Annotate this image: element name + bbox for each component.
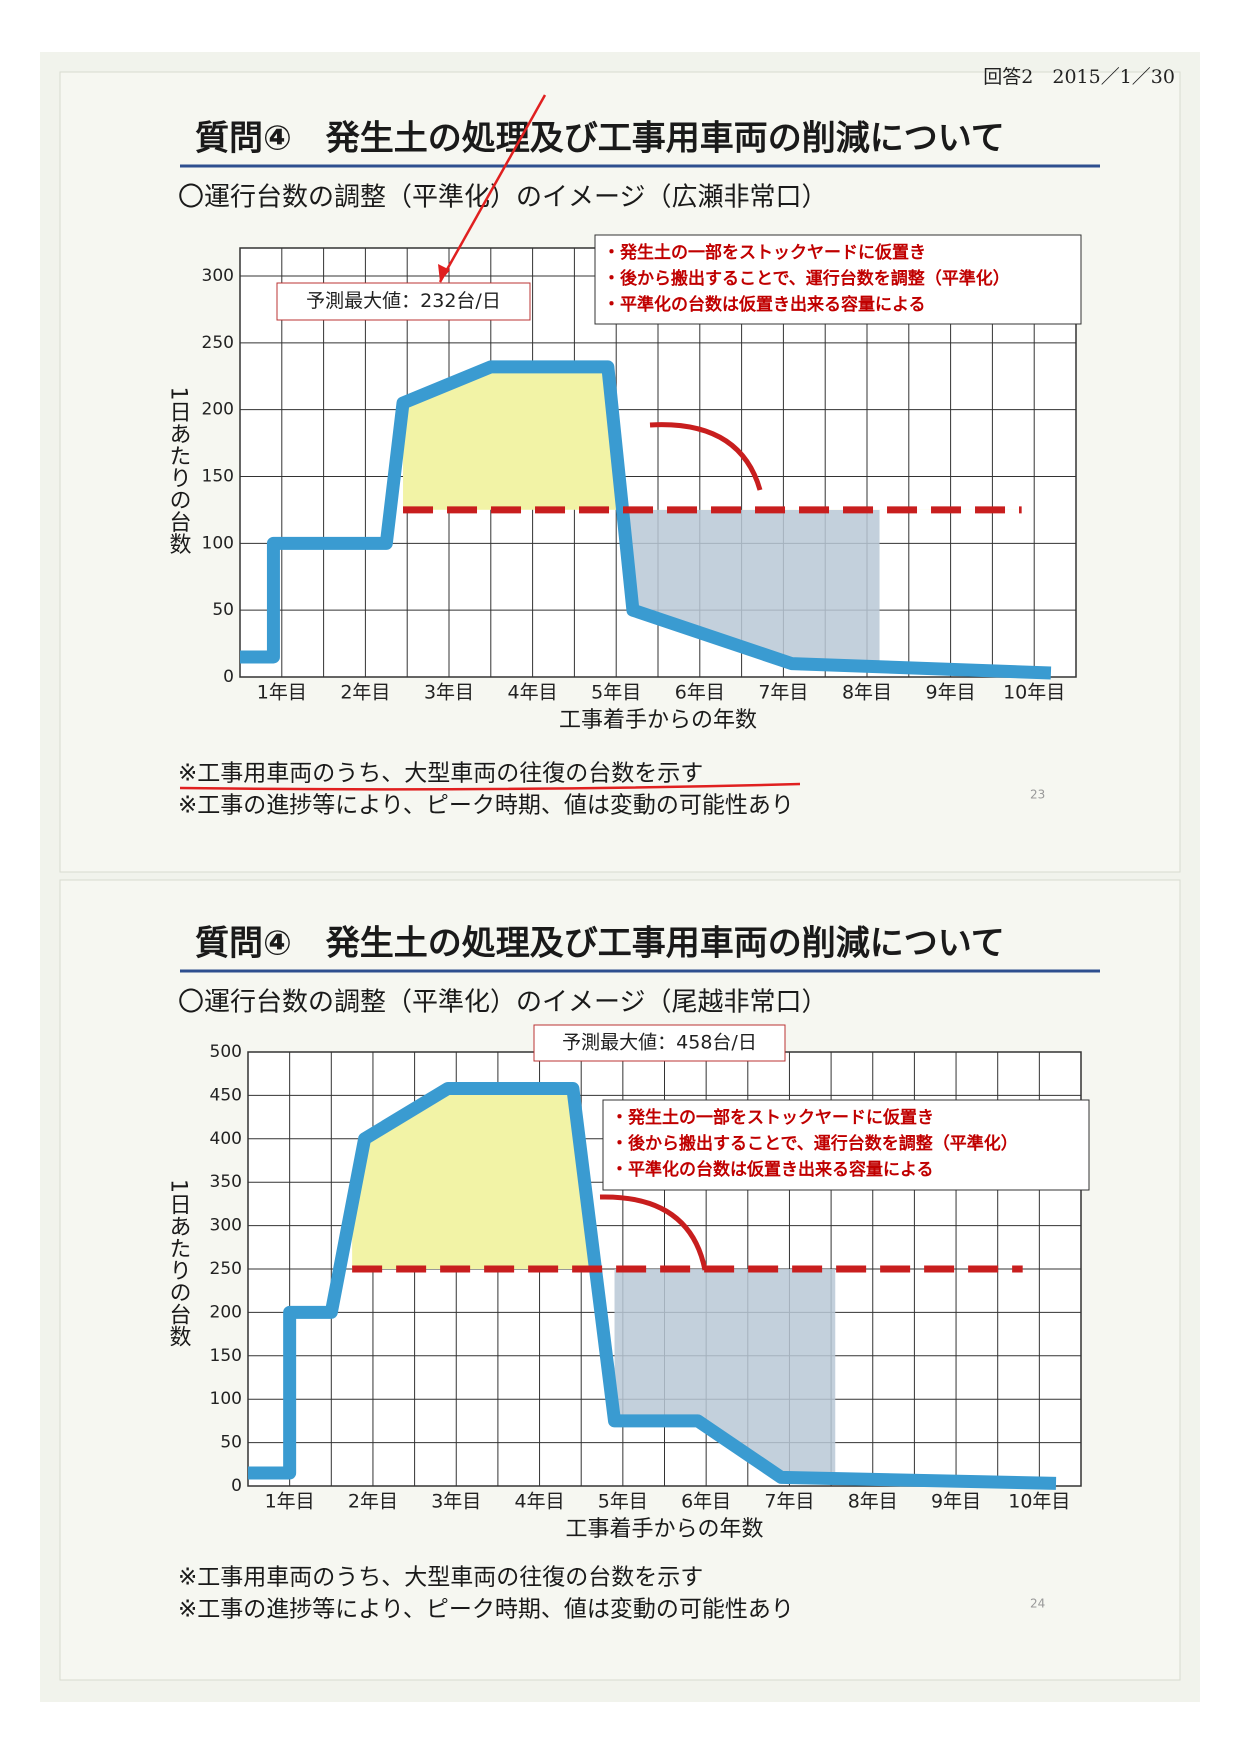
annotation-box [594,234,1082,325]
data-line [248,1081,1057,1490]
note: ※工事の進捗等により、ピーク時期、値は変動の可能性あり [178,793,794,819]
x-tick-label: 5年目 [598,1491,648,1513]
header: 回答2 2015／1／30 [983,66,1175,88]
y-axis-label: 1日あたりの台数 [166,1179,192,1347]
pen-arrow [438,94,547,283]
page-number: 23 [1030,788,1045,802]
annotation-line: ・平準化の台数は仮置き出来る容量による [611,1159,934,1180]
x-tick-label: 10年目 [1003,682,1065,704]
x-tick-label: 5年目 [591,682,641,704]
x-tick-label: 1年目 [257,682,307,704]
y-tick-label: 400 [210,1129,242,1149]
slide-title: 質問④ 発生土の処理及び工事用車両の削減について [195,119,1005,159]
annotation-line: ・平準化の台数は仮置き出来る容量による [603,294,926,315]
x-tick-label: 7年目 [758,682,808,704]
x-tick-label: 7年目 [764,1491,814,1513]
x-axis-label: 工事着手からの年数 [559,708,757,733]
subtitle: 〇運行台数の調整（平準化）のイメージ（広瀬非常口） [178,183,827,213]
x-axis-label: 工事着手からの年数 [565,1517,763,1542]
y-tick-label: 500 [210,1042,242,1062]
page-number: 24 [1030,1597,1045,1611]
x-tick-label: 2年目 [340,682,390,704]
x-tick-label: 10年目 [1008,1491,1070,1513]
y-tick-label: 250 [202,333,234,353]
y-tick-label: 100 [202,533,234,553]
x-tick-label: 6年目 [675,682,725,704]
note: ※工事の進捗等により、ピーク時期、値は変動の可能性あり [178,1597,794,1623]
x-tick-label: 4年目 [515,1491,565,1513]
y-tick-label: 350 [210,1172,242,1192]
subtitle: 〇運行台数の調整（平準化）のイメージ（尾越非常口） [178,988,827,1018]
y-tick-label: 50 [220,1433,242,1453]
shift-arrow [599,1194,708,1271]
note: ※工事用車両のうち、大型車両の往復の台数を示す [178,761,703,787]
y-tick-label: 200 [202,400,234,420]
x-tick-label: 3年目 [424,682,474,704]
y-tick-label: 0 [223,667,234,687]
y-tick-label: 250 [210,1259,242,1279]
x-tick-label: 9年目 [931,1491,981,1513]
x-tick-label: 8年目 [848,1491,898,1513]
annotation-line: ・発生土の一部をストックヤードに仮置き [603,242,926,263]
x-tick-label: 1年目 [265,1491,315,1513]
callout-text: 予測最大値：458台/日 [562,1032,757,1054]
y-tick-label: 150 [210,1346,242,1366]
surplus-area [403,366,623,510]
y-tick-label: 300 [210,1216,242,1236]
annotation-line: ・発生土の一部をストックヤードに仮置き [611,1107,934,1128]
callout-box [533,1024,786,1062]
x-tick-label: 6年目 [681,1491,731,1513]
surplus-area [352,1088,1023,1269]
slide-title: 質問④ 発生土の処理及び工事用車両の削減について [195,924,1005,964]
y-tick-label: 200 [210,1302,242,1322]
y-tick-label: 450 [210,1085,242,1105]
x-tick-label: 4年目 [508,682,558,704]
x-tick-label: 8年目 [842,682,892,704]
annotation-line: ・後から搬出することで、運行台数を調整（平準化） [611,1133,1018,1154]
annotation-box [602,1099,1090,1191]
annotation-line: ・後から搬出することで、運行台数を調整（平準化） [603,268,1010,289]
y-tick-label: 300 [202,266,234,286]
shift-arrow [649,422,763,491]
pen-arrowhead [438,264,450,282]
y-tick-label: 0 [231,1476,242,1496]
data-line [240,360,1052,680]
x-tick-label: 3年目 [431,1491,481,1513]
y-tick-label: 50 [212,600,234,620]
y-tick-label: 100 [210,1389,242,1409]
callout-box [276,282,531,321]
stock-area [614,1269,836,1479]
x-tick-label: 2年目 [348,1491,398,1513]
callout-text: 予測最大値：232台/日 [306,290,501,312]
y-tick-label: 150 [202,467,234,487]
y-axis-label: 1日あたりの台数 [166,387,192,555]
note: ※工事用車両のうち、大型車両の往復の台数を示す [178,1565,703,1591]
pen-underline [179,782,801,791]
x-tick-label: 9年目 [926,682,976,704]
